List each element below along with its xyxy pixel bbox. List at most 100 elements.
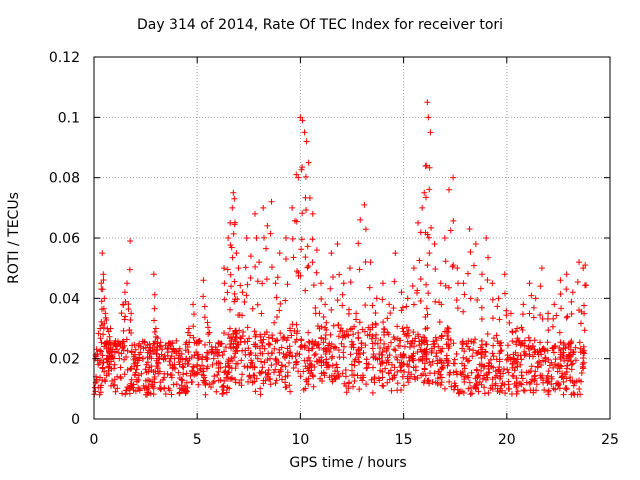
background-point [464,343,471,350]
background-point [529,353,536,360]
data-point [151,291,158,298]
background-point [410,364,417,371]
background-point [432,379,439,386]
background-point [99,352,106,359]
background-point [123,354,130,361]
background-point [414,331,421,338]
data-point [478,316,485,323]
background-point [572,344,579,351]
data-point [373,295,380,302]
data-point [379,296,386,303]
data-point [229,204,236,211]
data-point [242,264,249,271]
data-point [118,310,125,317]
data-point [441,235,448,241]
data-point [299,117,306,124]
background-point [106,363,113,370]
background-point [505,369,512,376]
data-point [230,230,237,237]
background-point [260,377,267,384]
background-point [279,376,286,383]
data-point [289,204,296,211]
background-point [244,324,251,331]
data-point [404,295,411,302]
data-point [221,265,228,272]
background-point [286,349,293,356]
data-point [221,330,228,337]
background-point [322,324,329,331]
background-point [245,345,252,352]
background-point [572,357,579,364]
data-point [396,337,403,344]
data-point [445,284,452,291]
data-point [230,189,237,196]
data-point [295,174,302,181]
data-point [211,350,218,357]
data-point [151,305,158,312]
data-point [581,302,588,309]
background-point [481,372,488,379]
background-point [359,372,366,379]
background-point [377,336,384,343]
background-point [128,376,135,383]
background-point [278,344,285,351]
background-point [244,338,251,345]
background-point [461,379,468,386]
background-point [204,349,211,356]
data-point [496,316,503,323]
background-point [202,391,209,398]
data-point [229,254,236,261]
background-point [473,366,480,373]
background-point [520,387,527,394]
background-point [492,380,499,387]
background-point [204,363,211,370]
background-point [554,368,561,375]
background-point [429,378,436,385]
background-point [318,354,325,361]
background-point [189,379,196,386]
data-point [257,337,264,344]
background-point [144,359,151,366]
background-point [563,369,570,376]
data-point [519,327,526,334]
background-point [140,382,147,389]
background-point [533,381,540,388]
data-point [201,303,208,310]
background-point [109,377,116,384]
data-point [459,338,466,345]
background-point [112,388,119,395]
data-point [297,114,304,121]
data-point [426,250,433,257]
background-point [311,352,318,359]
background-point [161,352,168,359]
data-point [544,339,551,346]
chart-title: Day 314 of 2014, Rate Of TEC Index for r… [136,17,504,33]
background-point [157,379,164,386]
data-point [537,312,544,319]
background-point [314,341,321,348]
background-point [557,362,564,369]
background-point [485,389,492,396]
background-point [176,375,183,382]
background-point [400,361,407,368]
background-point [545,388,552,395]
background-point [176,361,183,368]
background-point [166,358,173,365]
background-point [497,348,504,355]
background-point [512,364,519,371]
background-point [194,369,201,376]
data-point [298,236,305,243]
background-point [271,369,278,376]
background-point [214,372,221,379]
background-point [563,375,570,382]
background-point [118,350,125,357]
background-point [232,327,239,334]
background-point [487,356,494,363]
background-point [438,332,445,339]
background-point [134,362,141,369]
background-point [552,343,559,350]
background-point [444,362,451,369]
background-point [333,361,340,368]
background-point [302,385,309,392]
data-points [92,99,590,386]
